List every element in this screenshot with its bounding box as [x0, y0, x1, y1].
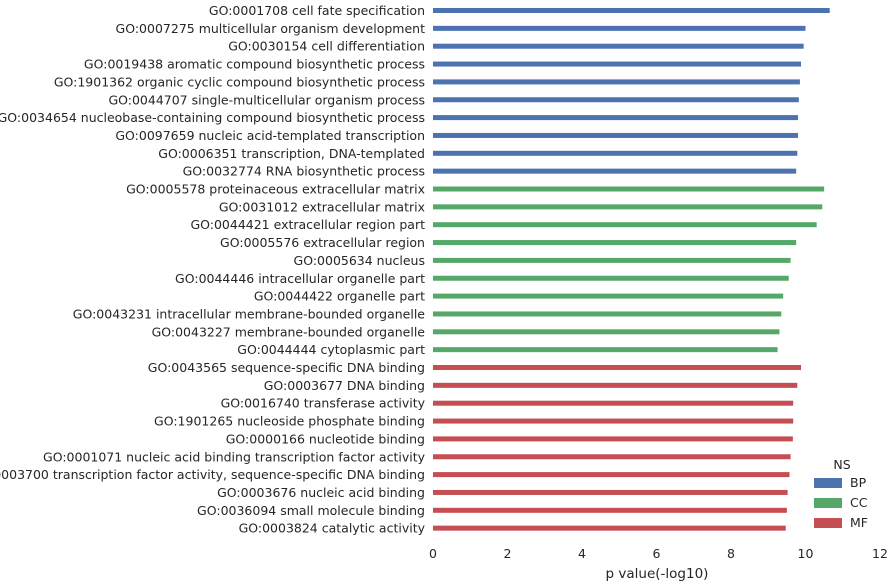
bar [433, 79, 800, 85]
category-label: GO:0032774 RNA biosynthetic process [183, 164, 425, 179]
x-tick-label: 10 [798, 546, 814, 561]
bar [433, 418, 794, 424]
category-label: GO:0016740 transferase activity [221, 396, 426, 411]
category-label: GO:0030154 cell differentiation [228, 39, 425, 54]
category-label: GO:0005578 proteinaceous extracellular m… [126, 182, 425, 197]
category-label: GO:0044707 single-multicellular organism… [108, 92, 425, 107]
legend-swatch [814, 498, 842, 508]
bar [433, 115, 799, 121]
legend-swatch [814, 518, 842, 528]
bar [433, 293, 784, 299]
legend-label: CC [850, 495, 868, 510]
x-tick-label: 2 [504, 546, 512, 561]
legend-title: NS [833, 457, 850, 472]
category-label: GO:0043565 sequence-specific DNA binding [148, 360, 425, 375]
category-label: GO:0044421 extracellular region part [190, 217, 425, 232]
category-label: GO:0005634 nucleus [294, 253, 425, 268]
x-tick-label: 8 [727, 546, 735, 561]
category-label: GO:0097659 nucleic acid-templated transc… [115, 128, 425, 143]
bar [433, 489, 788, 495]
x-tick-label: 6 [653, 546, 661, 561]
bar [433, 347, 778, 353]
bar [433, 25, 806, 31]
bar [433, 186, 825, 192]
category-label: GO:0019438 aromatic compound biosyntheti… [84, 57, 425, 72]
legend-label: BP [850, 475, 867, 490]
category-label: GO:1901265 nucleoside phosphate binding [154, 414, 425, 429]
category-label: GO:0044446 intracellular organelle part [175, 271, 425, 286]
category-label: GO:0003824 catalytic activity [239, 521, 426, 536]
category-label: GO:0003700 transcription factor activity… [0, 467, 425, 482]
bar [433, 400, 794, 406]
bar [433, 204, 823, 210]
category-label: GO:0005576 extracellular region [220, 235, 425, 250]
x-tick-label: 4 [578, 546, 586, 561]
category-label: GO:0003677 DNA binding [264, 378, 425, 393]
bar [433, 454, 791, 460]
category-labels: GO:0001708 cell fate specification GO:000… [0, 3, 426, 536]
bar [433, 132, 799, 138]
category-label: GO:0044444 cytoplasmic part [237, 342, 425, 357]
x-tick-label: 0 [429, 546, 437, 561]
category-label: GO:1901362 organic cyclic compound biosy… [54, 74, 425, 89]
legend-label: MF [850, 515, 868, 530]
bar [433, 150, 798, 156]
category-label: GO:0031012 extracellular matrix [219, 199, 425, 214]
bar [433, 8, 830, 13]
bar [433, 507, 787, 513]
category-label: GO:0044422 organelle part [254, 289, 425, 304]
category-label: GO:0043231 intracellular membrane-bounde… [73, 306, 426, 321]
bar [433, 472, 790, 478]
legend-swatch [814, 478, 842, 488]
x-tick-label: 12 [872, 546, 888, 561]
legend-items: BP CC MF [814, 475, 868, 530]
x-axis-title: p value(-log10) [606, 566, 709, 582]
bar [433, 43, 804, 49]
legend: NS BP CC MF [814, 457, 868, 530]
bar [433, 257, 791, 263]
x-axis-ticks: 0 2 4 6 8 10 12 [429, 546, 888, 561]
category-label: GO:0036094 small molecule binding [197, 503, 425, 518]
bar [433, 97, 799, 103]
category-label: GO:0001708 cell fate specification [209, 3, 425, 18]
bar [433, 168, 797, 174]
bar [433, 436, 793, 442]
bar [433, 365, 802, 370]
category-label: GO:0043227 membrane-bounded organelle [152, 324, 426, 339]
bar [433, 240, 797, 246]
category-label: GO:0034654 nucleobase-containing compoun… [0, 110, 425, 125]
category-label: GO:0001071 nucleic acid binding transcri… [43, 449, 426, 464]
bar [433, 525, 786, 531]
category-label: GO:0000166 nucleotide binding [226, 431, 425, 446]
bar [433, 311, 782, 317]
category-label: GO:0003676 nucleic acid binding [217, 485, 425, 500]
bar [433, 382, 798, 388]
category-label: GO:0006351 transcription, DNA-templated [158, 146, 425, 161]
bar [433, 222, 817, 228]
bar [433, 329, 780, 335]
bar [433, 61, 802, 67]
bars-group [433, 8, 830, 531]
bar [433, 275, 789, 281]
category-label: GO:0007275 multicellular organism develo… [116, 21, 426, 36]
